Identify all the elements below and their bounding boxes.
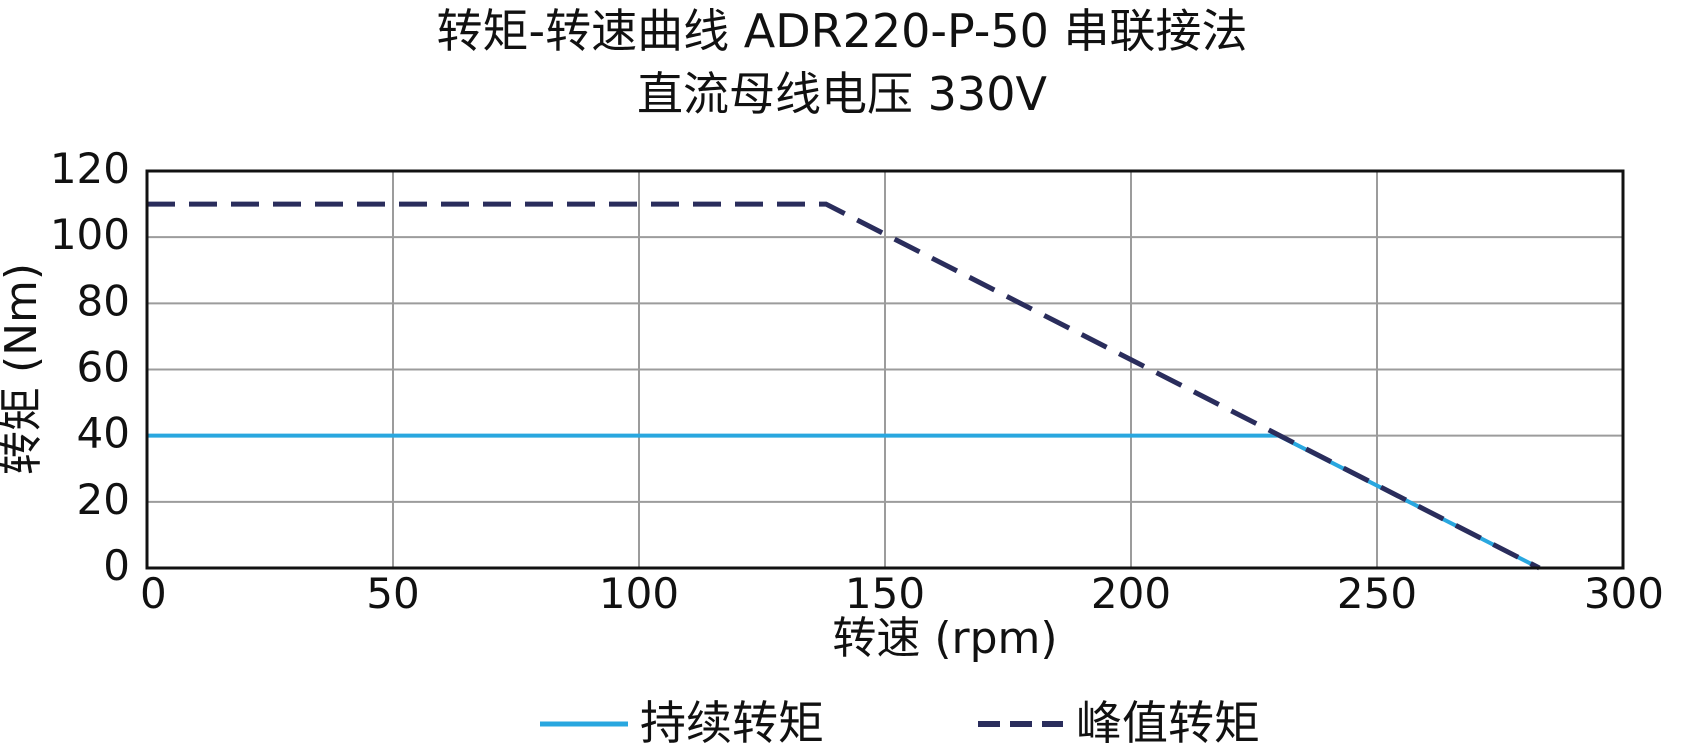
y-tick-label-20: 20 — [77, 475, 130, 524]
y-tick-label-40: 40 — [77, 409, 130, 458]
x-tick-label-100: 100 — [599, 569, 679, 618]
legend: 持续转矩 峰值转矩 — [540, 696, 1260, 750]
legend-continuous-torque-label: 持续转矩 — [640, 696, 824, 750]
y-tick-label-60: 60 — [77, 343, 130, 392]
y-tick-label-100: 100 — [50, 210, 130, 259]
x-axis-label: 转速 (rpm) — [832, 613, 1057, 664]
peak-torque-line — [147, 201, 1541, 571]
x-tick-label-0: 0 — [140, 569, 167, 618]
chart-title: 转矩-转速曲线 ADR220-P-50 串联接法 — [437, 4, 1248, 58]
legend-peak-torque-label: 峰值转矩 — [1076, 696, 1260, 750]
y-tick-label-80: 80 — [77, 276, 130, 325]
x-tick-label-300: 300 — [1584, 569, 1664, 618]
series-layer — [147, 201, 1541, 571]
y-axis-label: 转矩 (Nm) — [0, 263, 47, 475]
plot-frame — [145, 169, 1625, 570]
x-tick-label-150: 150 — [845, 569, 925, 618]
x-tick-label-200: 200 — [1091, 569, 1171, 618]
grid-layer — [147, 171, 1623, 568]
x-tick-label-50: 50 — [366, 569, 419, 618]
y-tick-label-0: 0 — [103, 541, 130, 590]
y-tick-label-120: 120 — [50, 144, 130, 193]
chart-subtitle: 直流母线电压 330V — [637, 67, 1047, 121]
x-tick-label-250: 250 — [1337, 569, 1417, 618]
